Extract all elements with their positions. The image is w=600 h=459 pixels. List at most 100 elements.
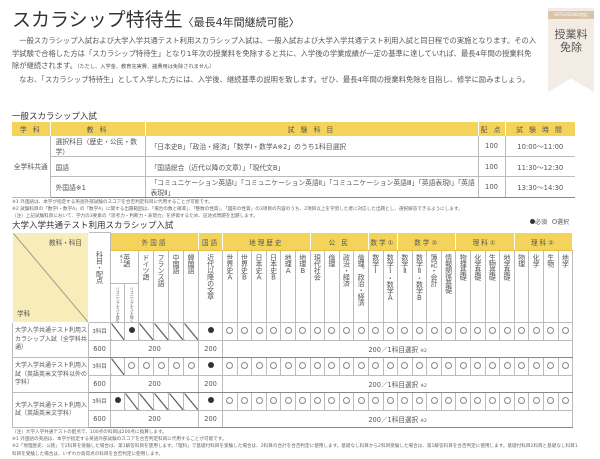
optional-cell	[338, 322, 355, 341]
optional-circle-icon	[313, 396, 321, 404]
optional-cell	[353, 392, 369, 411]
optional-cell	[265, 392, 282, 411]
corner-cell: 教科・科目学科	[12, 232, 89, 323]
subject-count: 3科目	[88, 357, 111, 376]
optional-cell	[470, 392, 486, 411]
optional-circle-icon	[474, 361, 482, 369]
optional-circle-icon	[547, 361, 555, 369]
english-sub-header: リスニングテスト除く	[124, 283, 139, 323]
subject-header-text: 情報関係基礎	[444, 254, 453, 293]
optional-cell	[397, 357, 413, 376]
subject-header: 数学Ⅰ	[367, 250, 384, 323]
table-row: 大学入学共通テスト利用スカラシップ入試（全学科共通） 3科目	[12, 322, 574, 358]
subject-header-text: 日本史A	[255, 254, 263, 281]
optional-cell	[440, 392, 457, 411]
optional-cell	[324, 357, 340, 376]
table-row: 600 200 200 200／1科目選択 ※2	[13, 339, 574, 358]
optional-cell	[426, 357, 442, 376]
optional-circle-icon	[415, 396, 423, 404]
optional-circle-icon	[503, 361, 511, 369]
not-applicable-cell	[110, 322, 125, 341]
table-row: 全学科共通 選択科目（歴史・公民・数学） 「日本史B」「政治・経済」「数学Ⅰ・数…	[12, 136, 575, 198]
optional-cell	[251, 392, 267, 411]
subject-header: 政治・経済	[338, 250, 355, 323]
optional-cell	[397, 392, 413, 411]
optional-cell	[338, 357, 355, 376]
optional-cell	[499, 357, 515, 376]
subject-header: 地学	[557, 250, 574, 323]
optional-cell	[294, 392, 311, 411]
kokugo-points: 200	[198, 339, 224, 358]
title-sub: 〈最長4年間継続可能〉	[182, 16, 300, 29]
time-cell: 10:00〜11:00	[504, 136, 575, 157]
optional-circle-icon	[386, 396, 394, 404]
optional-circle-icon	[401, 326, 409, 334]
optional-cell	[411, 357, 428, 376]
optional-cell	[455, 392, 472, 411]
others-points-text: 200／1科目選択	[368, 415, 419, 424]
others-points: 200／1科目選択 ※2	[222, 409, 574, 428]
program-label: 大学入学共通テスト利用スカラシップ入試（全学科共通）	[12, 322, 89, 358]
optional-circle-icon	[299, 396, 307, 404]
english-label: 英語	[122, 254, 131, 267]
group-header: 地理歴史	[222, 232, 311, 251]
optional-cell	[426, 392, 442, 411]
optional-cell	[324, 392, 340, 411]
optional-circle-icon	[445, 326, 453, 334]
optional-circle-icon	[255, 326, 263, 334]
optional-circle-icon	[343, 396, 350, 404]
time-cell: 13:30〜14:30	[504, 176, 575, 198]
not-applicable-cell	[110, 357, 125, 376]
group-header: 理科①	[455, 232, 515, 251]
optional-cell	[138, 357, 154, 376]
optional-cell	[182, 357, 200, 376]
subject-header-text: 世界史B	[240, 254, 249, 281]
optional-cell	[251, 357, 267, 376]
header-subject: 教 科	[50, 122, 146, 136]
optional-cell	[426, 322, 442, 341]
optional-cell	[124, 357, 139, 376]
optional-cell	[294, 322, 311, 341]
subject-header: 生物基礎	[484, 250, 501, 323]
optional-cell	[499, 322, 515, 341]
optional-cell	[484, 357, 501, 376]
general-heading: 一般スカラシップ入試	[12, 112, 97, 122]
optional-circle-icon	[488, 326, 496, 334]
optional-circle-icon	[172, 361, 180, 369]
subject-header: 地理B	[294, 250, 311, 323]
corner-top: 教科・科目	[49, 239, 82, 247]
optional-circle-icon	[503, 396, 511, 404]
english-sub-text: リスニングテスト含む	[115, 287, 121, 322]
optional-circle-icon	[518, 361, 526, 369]
required-cell	[110, 392, 125, 411]
optional-circle-icon	[459, 361, 467, 369]
legend: 必須 選択	[530, 217, 569, 226]
total-points: 600	[88, 409, 111, 428]
required-dot-icon	[207, 397, 214, 404]
common-footnotes: （注）大学入学共通テストの配点で、100点の科目は200点に換算します。 ※1 …	[12, 429, 582, 458]
corner-bottom: 学科	[17, 310, 31, 318]
subject-header: 世界史A	[222, 250, 238, 323]
required-dot-icon	[128, 327, 135, 334]
optional-circle-icon	[313, 361, 321, 369]
group-header: 公 民	[309, 232, 369, 251]
count-header: 科目・配点	[88, 232, 111, 323]
subject-header-text: 化学	[532, 254, 541, 267]
intro-paragraph: なお、「スカラシップ特待生」として入学した方には、入学後、継続基準の説明を致しま…	[19, 74, 530, 84]
optional-circle-icon	[532, 326, 540, 334]
optional-cell	[236, 357, 253, 376]
optional-circle-icon	[518, 326, 526, 334]
footnote: ※2「地理歴史、公民」で2科目を受験した場合は、第1解答科目を使用します。「理科…	[12, 444, 578, 457]
table-row: 600 200 200 200／1科目選択 ※2	[13, 374, 574, 393]
optional-circle-icon	[255, 396, 263, 404]
english-header: ※1英語	[110, 250, 139, 284]
optional-cell	[513, 357, 530, 376]
subject-header: 数学Ⅰ・数学A	[382, 250, 399, 323]
optional-cell	[309, 392, 326, 411]
subject-header-text: 数学Ⅰ・数学A	[386, 254, 395, 302]
subject-cell: 外国語※1	[49, 176, 145, 198]
optional-circle-icon	[226, 326, 234, 334]
subject-header-text: 日本史B	[269, 254, 278, 281]
others-points-text: 200／1科目選択	[368, 345, 419, 354]
optional-circle-icon	[372, 326, 380, 334]
